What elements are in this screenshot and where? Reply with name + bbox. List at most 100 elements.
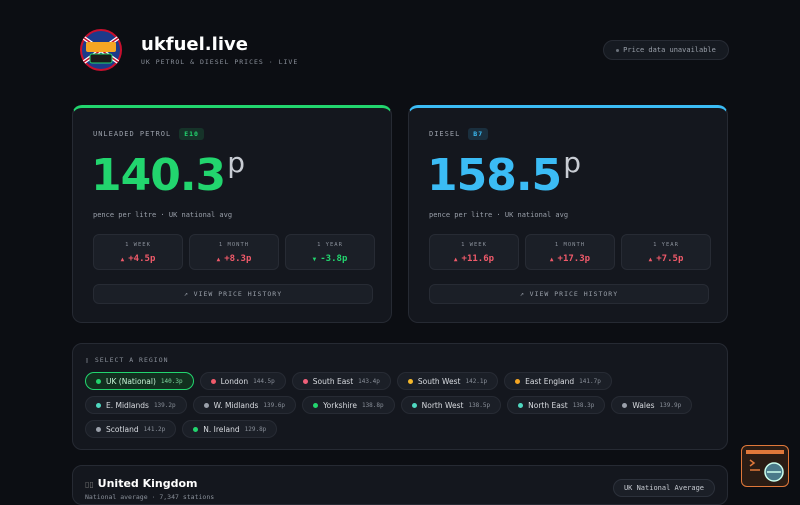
region-name: South East [312, 376, 354, 386]
summary-button[interactable]: UK National Average [613, 479, 715, 497]
price-value: 158.5 [427, 150, 562, 201]
region-heading: ▯ SELECT A REGION [85, 356, 169, 364]
price-unit: p [563, 146, 581, 179]
region-price: 141.2p [143, 425, 166, 433]
region-price: 143.4p [358, 377, 380, 385]
change-value: ▲ +4.5p [94, 254, 182, 264]
region-dot [515, 378, 521, 384]
region-chip[interactable]: N. Ireland 129.8p [182, 420, 278, 438]
history-button[interactable]: ↗ VIEW PRICE HISTORY [93, 284, 373, 304]
change-period: 1 MONTH [218, 242, 250, 248]
region-price: 138.8p [361, 401, 384, 409]
region-chip[interactable]: East England 141.7p [504, 372, 612, 390]
change-amount: +11.6p [461, 254, 495, 264]
site-title: ukfuel.live [141, 34, 248, 55]
region-price: 138.5p [468, 401, 491, 409]
region-dot [622, 402, 628, 408]
change-box: 1 WEEK ▲ +11.6p [429, 234, 519, 270]
summary-title-text: United Kingdom [97, 477, 198, 490]
region-chip[interactable]: UK (National) 140.3p [85, 372, 194, 390]
change-period: 1 YEAR [317, 242, 343, 248]
change-arrow: ▲ [648, 256, 653, 263]
region-chip[interactable]: W. Midlands 139.6p [192, 396, 297, 414]
change-value: ▲ +7.5p [622, 254, 710, 264]
status-text: Price data unavailable [623, 46, 716, 54]
summary-subtitle: National average · 7,347 stations [85, 493, 215, 501]
price-caption: pence per litre · UK national avg [93, 211, 233, 219]
change-amount: -3.8p [320, 254, 348, 264]
change-value: ▲ +17.3p [526, 254, 614, 264]
price-unit: p [227, 146, 245, 179]
region-dot [193, 426, 199, 432]
change-box: 1 MONTH ▲ +17.3p [525, 234, 615, 270]
change-amount: +17.3p [557, 254, 591, 264]
region-name: W. Midlands [213, 400, 259, 410]
region-chip[interactable]: E. Midlands 139.2p [85, 396, 187, 414]
logo [76, 28, 126, 72]
region-panel: ▯ SELECT A REGION UK (National) 140.3p Lon… [72, 343, 728, 450]
card-label: UNLEADED PETROL E10 [93, 128, 204, 140]
change-box: 1 WEEK ▲ +4.5p [93, 234, 183, 270]
change-value: ▲ +11.6p [430, 254, 518, 264]
region-chip[interactable]: South West 142.1p [396, 372, 499, 390]
status-pill: Price data unavailable [603, 40, 729, 60]
fuel-name: UNLEADED PETROL [93, 130, 172, 138]
region-name: North West [421, 400, 464, 410]
price-caption: pence per litre · UK national avg [429, 211, 569, 219]
change-box: 1 MONTH ▲ +8.3p [189, 234, 279, 270]
summary-panel: ▯▯ United Kingdom National average · 7,3… [72, 465, 728, 505]
floating-widget[interactable] [741, 445, 789, 487]
region-name: London [220, 376, 249, 386]
region-dot [518, 402, 524, 408]
region-name: South West [417, 376, 461, 386]
change-arrow: ▲ [120, 256, 125, 263]
region-dot [407, 378, 413, 384]
region-price: 141.7p [579, 377, 601, 385]
change-box: 1 YEAR ▲ +7.5p [621, 234, 711, 270]
region-chip[interactable]: Yorkshire 138.8p [302, 396, 395, 414]
region-chip[interactable]: South East 143.4p [291, 372, 391, 390]
fuel-card: UNLEADED PETROL E10 140.3 p pence per litre … [72, 105, 392, 323]
change-period: 1 MONTH [554, 242, 586, 248]
region-chip[interactable]: Scotland 141.2p [85, 420, 177, 438]
price-value: 140.3 [91, 150, 226, 201]
region-name: N. Ireland [203, 424, 240, 434]
region-heading-text: SELECT A REGION [94, 356, 169, 364]
region-name: Wales [632, 400, 655, 410]
logo-graphic [80, 29, 122, 71]
fuel-card: DIESEL B7 158.5 p pence per litre · UK natio… [408, 105, 728, 323]
region-chip[interactable]: North East 138.3p [507, 396, 606, 414]
site-subtitle: UK PETROL & DIESEL PRICES · LIVE [141, 58, 299, 66]
region-price: 139.9p [659, 401, 682, 409]
change-period: 1 YEAR [653, 242, 679, 248]
region-price: 138.3p [572, 401, 595, 409]
region-dot [313, 402, 319, 408]
region-name: Yorkshire [323, 400, 357, 410]
region-chip[interactable]: North West 138.5p [400, 396, 502, 414]
flag: ▯▯ [85, 480, 94, 489]
region-chip[interactable]: London 144.5p [199, 372, 286, 390]
region-chip[interactable]: Wales 139.9p [611, 396, 693, 414]
change-period: 1 WEEK [461, 242, 487, 248]
region-dot [96, 378, 101, 384]
change-amount: +8.3p [224, 254, 252, 264]
change-amount: +7.5p [656, 254, 684, 264]
region-name: E. Midlands [106, 400, 149, 410]
change-amount: +4.5p [128, 254, 156, 264]
status-dot [616, 48, 620, 52]
history-button[interactable]: ↗ VIEW PRICE HISTORY [429, 284, 709, 304]
change-period: 1 WEEK [125, 242, 151, 248]
change-arrow: ▲ [453, 256, 458, 263]
widget-icon [746, 450, 784, 482]
fuel-name: DIESEL [429, 130, 461, 138]
change-arrow: ▼ [312, 256, 317, 263]
region-name: East England [525, 376, 575, 386]
card-label: DIESEL B7 [429, 128, 489, 140]
region-dot [411, 402, 417, 408]
region-price: 129.8p [244, 425, 267, 433]
fuel-badge: E10 [179, 128, 204, 140]
region-dot [96, 426, 101, 432]
change-box: 1 YEAR ▼ -3.8p [285, 234, 375, 270]
summary-title: ▯▯ United Kingdom [85, 477, 198, 490]
